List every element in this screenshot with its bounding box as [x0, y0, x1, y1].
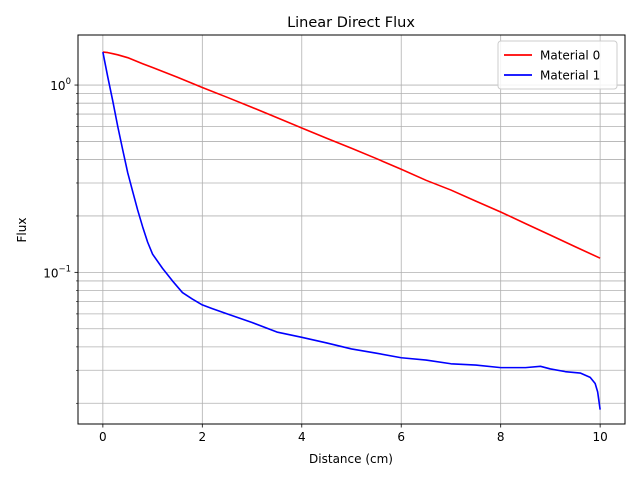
- y-tick-label: 100: [50, 77, 71, 93]
- plot-frame: [77, 34, 626, 425]
- legend-label: Material 1: [540, 69, 600, 83]
- series-lines: [102, 51, 601, 410]
- y-tick-label: 10−1: [43, 264, 71, 280]
- legend-box: [497, 40, 618, 90]
- x-tick-label: 4: [298, 430, 306, 444]
- x-tick-label: 0: [99, 430, 107, 444]
- legend-label: Material 0: [540, 49, 600, 63]
- x-tick-label: 8: [497, 430, 505, 444]
- legend: Material 0 Material 1: [497, 40, 618, 90]
- axis-ticks: 0 2 4 6 8 10 10−1 100: [43, 77, 608, 444]
- x-tick-label: 6: [397, 430, 405, 444]
- series-line-material-1: [102, 51, 601, 410]
- x-axis-label: Distance (cm): [309, 452, 393, 466]
- x-tick-label: 2: [198, 430, 206, 444]
- x-tick-label: 10: [592, 430, 607, 444]
- y-axis-label: Flux: [15, 218, 29, 243]
- grid-lines: [78, 35, 625, 424]
- chart-title: Linear Direct Flux: [287, 15, 415, 31]
- series-line-material-0: [102, 51, 601, 259]
